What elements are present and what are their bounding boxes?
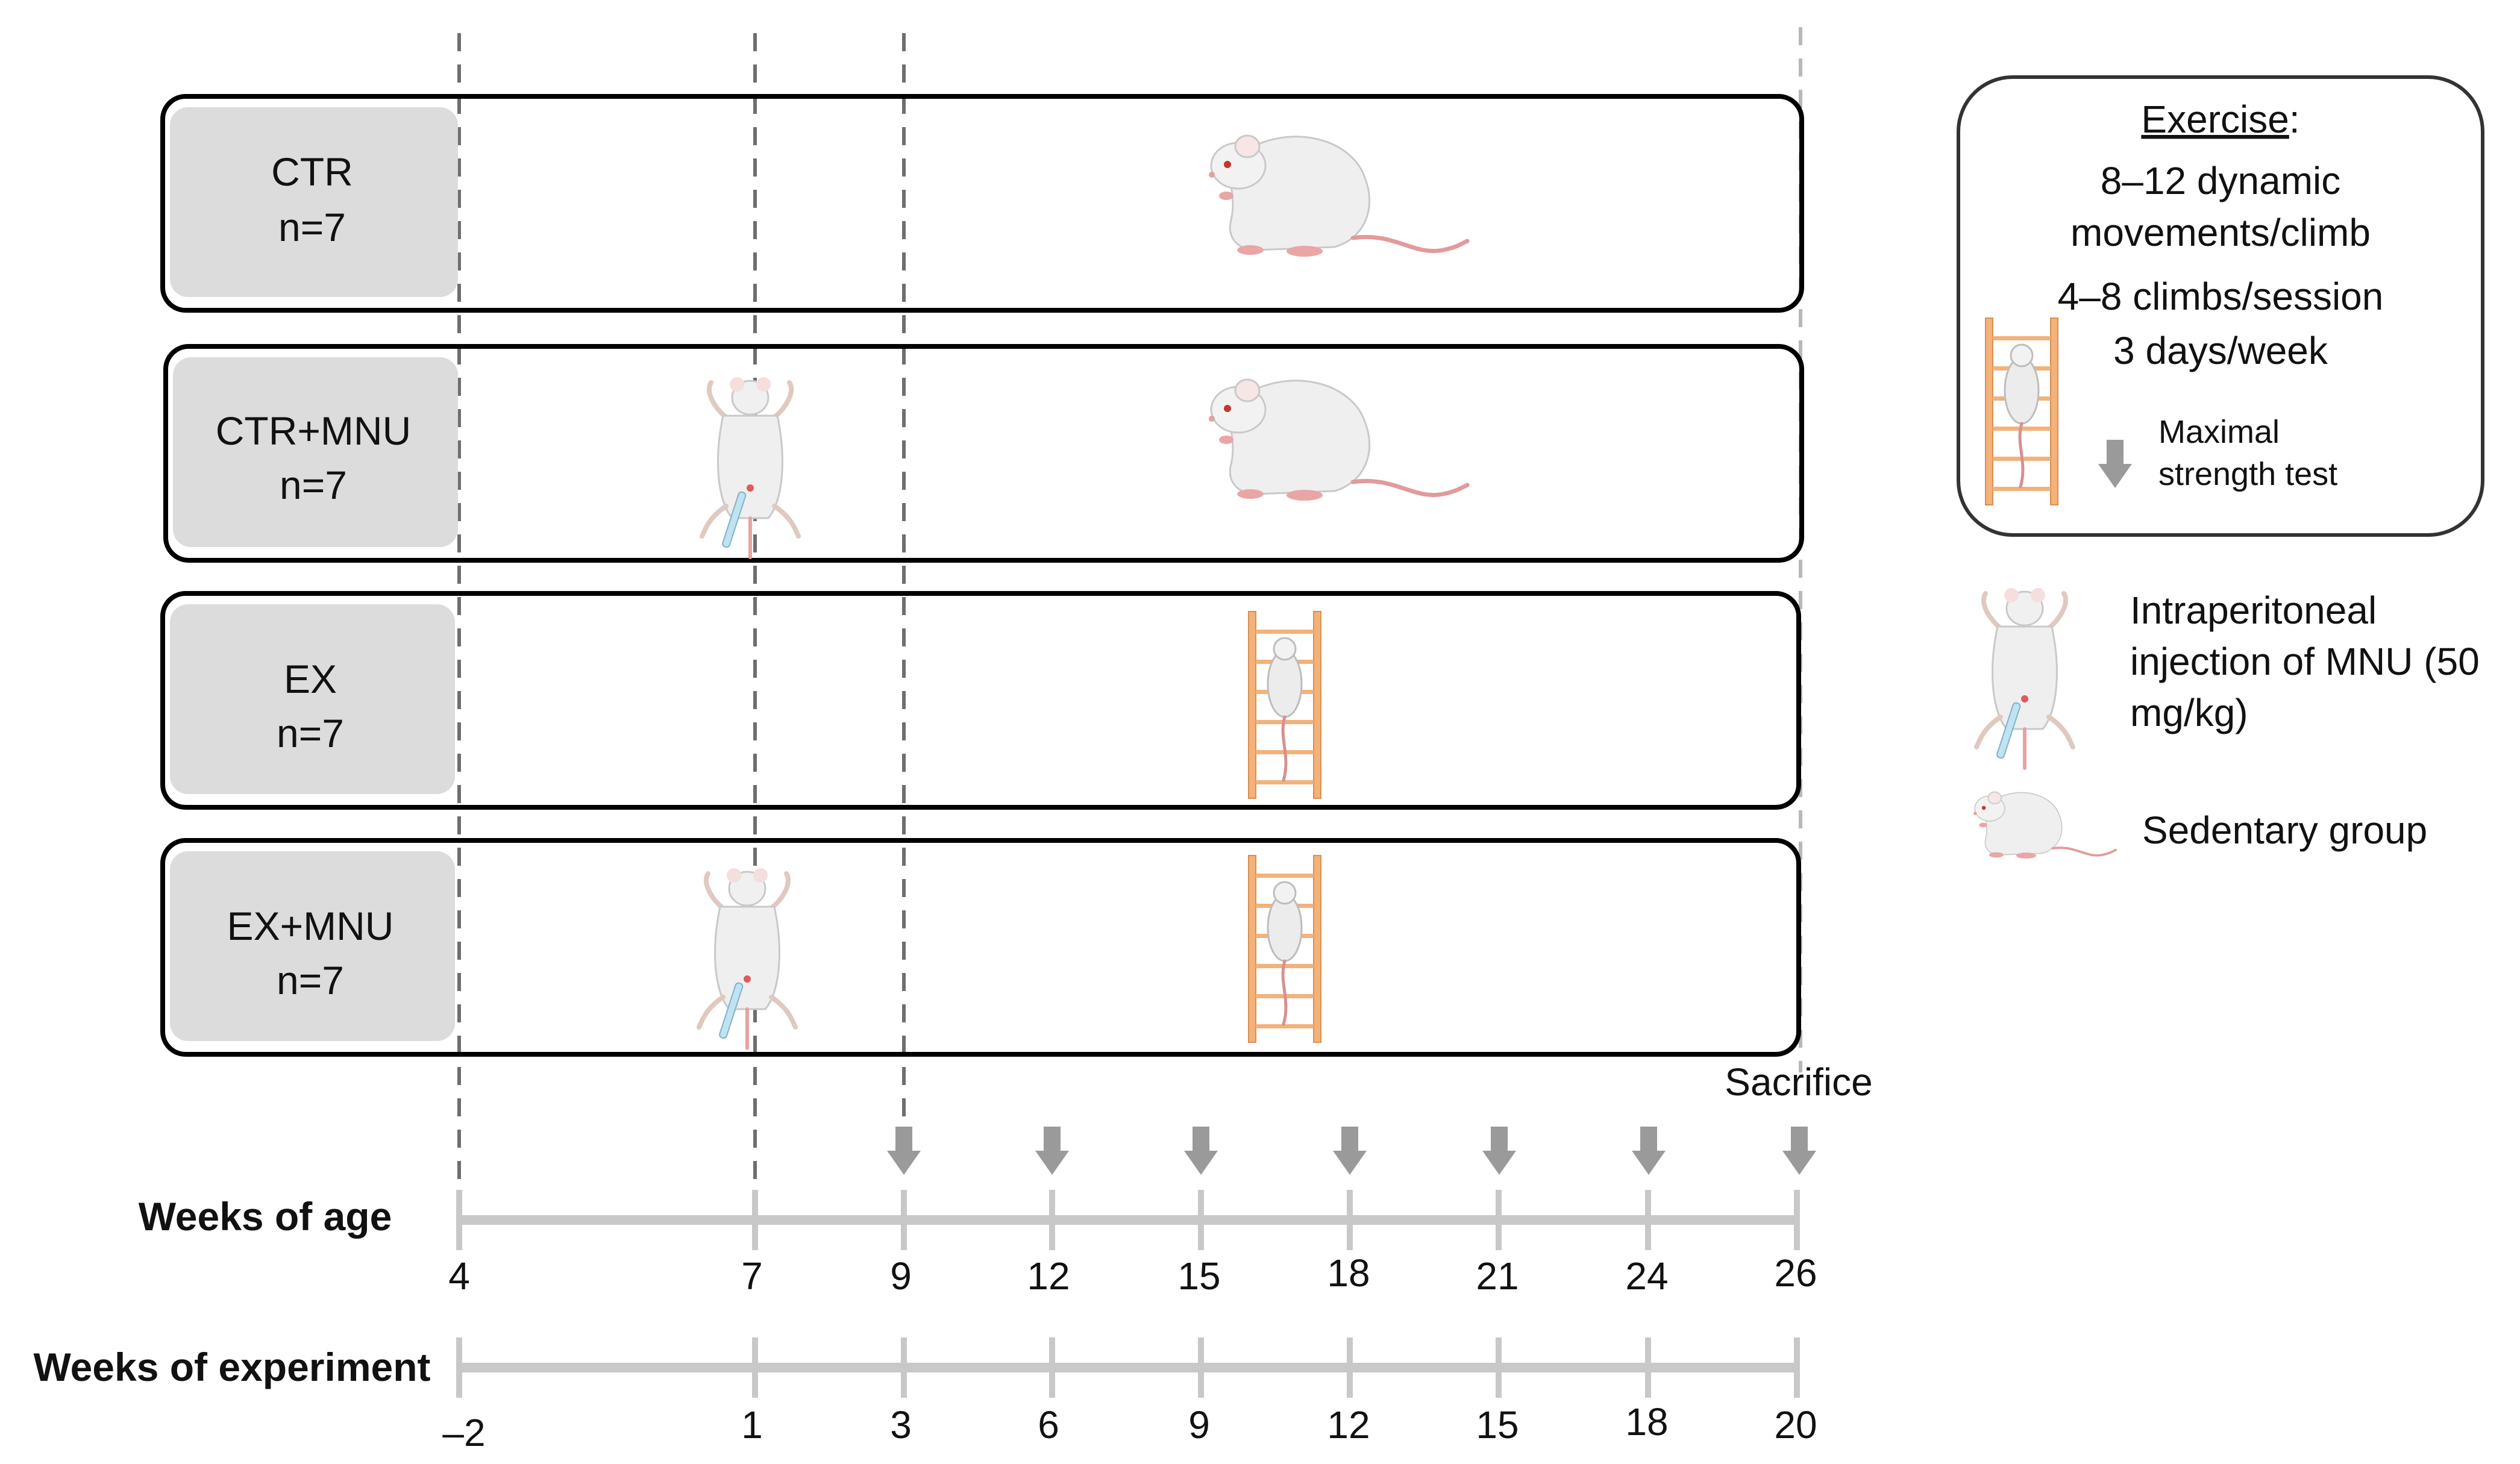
age-tick-label: 4 <box>448 1254 470 1298</box>
experiment-tick-label: 1 <box>741 1403 763 1447</box>
ladder-climb-icon <box>1249 856 1321 1042</box>
group-n-ex: n=7 <box>277 711 344 755</box>
age-axis: Weeks of age 4 7 9 12 15 18 21 24 26 <box>139 1190 1817 1298</box>
experiment-axis: Weeks of experiment –2 1 3 6 9 12 15 18 … <box>33 1337 1817 1454</box>
legend-sedentary: Sedentary group <box>2142 809 2427 852</box>
injection-rat-legend-icon <box>1976 588 2073 768</box>
strength-test-arrow-icon <box>1035 1127 1069 1175</box>
legend-injection-line-2: injection of MNU (50 <box>2130 640 2480 683</box>
group-row-ex-mnu: EX+MNU n=7 <box>160 838 1801 1057</box>
age-tick-label: 21 <box>1476 1254 1519 1298</box>
strength-test-arrow-icon <box>1482 1127 1516 1175</box>
ladder-climb-icon <box>1249 612 1321 798</box>
strength-test-arrow-icon <box>887 1127 921 1175</box>
strength-test-label-2: strength test <box>2158 456 2337 492</box>
age-tick-label: 12 <box>1027 1254 1070 1298</box>
group-label-ex: EX <box>284 657 337 701</box>
strength-test-arrow-icon <box>1632 1127 1666 1175</box>
age-axis-label: Weeks of age <box>139 1194 392 1239</box>
experiment-tick-label: 15 <box>1476 1403 1519 1447</box>
experiment-axis-ticks <box>456 1337 1800 1398</box>
age-tick-label: 7 <box>741 1254 763 1298</box>
ladder-climb-icon <box>1986 318 2058 505</box>
sedentary-rat-legend-icon <box>1972 790 2117 860</box>
experiment-tick-label: 12 <box>1327 1403 1370 1447</box>
injection-rat-icon <box>702 377 798 557</box>
experiment-tick-label: 6 <box>1038 1403 1059 1447</box>
group-n-ctr-mnu: n=7 <box>280 463 347 507</box>
experiment-tick-label: –2 <box>442 1411 485 1454</box>
injection-rat-icon <box>699 868 795 1048</box>
age-tick-label: 24 <box>1625 1254 1668 1298</box>
sedentary-rat-icon <box>1209 380 1467 501</box>
age-tick-label: 15 <box>1177 1254 1220 1298</box>
group-row-ex: EX n=7 <box>160 591 1801 810</box>
experiment-tick-label: 9 <box>1188 1403 1210 1447</box>
exercise-info-box: Exercise: 8–12 dynamic movements/climb 4… <box>1957 75 2484 537</box>
group-n-ex-mnu: n=7 <box>277 958 344 1003</box>
sedentary-rat-icon <box>1209 136 1467 257</box>
age-tick-label: 18 <box>1327 1251 1370 1295</box>
exercise-title: Exercise: <box>2141 98 2299 141</box>
exercise-line-1: 8–12 dynamic <box>2101 159 2340 202</box>
strength-test-label-1: Maximal <box>2158 414 2280 450</box>
strength-test-arrow-icon <box>1782 1127 1816 1175</box>
experiment-axis-label: Weeks of experiment <box>33 1345 430 1389</box>
age-tick-label: 9 <box>890 1254 912 1298</box>
exercise-line-2: movements/climb <box>2070 211 2371 254</box>
strength-test-arrow-icon <box>1333 1127 1367 1175</box>
group-label-ctr: CTR <box>271 149 353 194</box>
experiment-tick-label: 3 <box>890 1403 912 1447</box>
group-label-ex-mnu: EX+MNU <box>227 904 394 948</box>
experiment-tick-label: 20 <box>1774 1403 1817 1447</box>
strength-test-arrows <box>887 1127 1816 1175</box>
group-row-ctr: CTR n=7 <box>160 94 1804 313</box>
exercise-line-3: 4–8 climbs/session <box>2058 275 2384 318</box>
exercise-line-4: 3 days/week <box>2113 329 2328 372</box>
strength-test-arrow-icon <box>2098 440 2132 488</box>
legend: Intraperitoneal injection of MNU (50 mg/… <box>1972 588 2480 860</box>
age-tick-label: 26 <box>1774 1251 1817 1295</box>
sacrifice-label: Sacrifice <box>1725 1060 1872 1104</box>
experiment-tick-label: 18 <box>1625 1400 1668 1444</box>
legend-injection-line-3: mg/kg) <box>2130 691 2248 734</box>
group-row-ctr-mnu: CTR+MNU n=7 <box>163 344 1804 563</box>
group-label-ctr-mnu: CTR+MNU <box>216 408 412 453</box>
age-axis-ticks <box>456 1190 1800 1250</box>
group-n-ctr: n=7 <box>278 205 346 249</box>
strength-test-arrow-icon <box>1184 1127 1218 1175</box>
dashed-guides <box>457 27 1802 1229</box>
legend-injection-line-1: Intraperitoneal <box>2130 589 2377 632</box>
